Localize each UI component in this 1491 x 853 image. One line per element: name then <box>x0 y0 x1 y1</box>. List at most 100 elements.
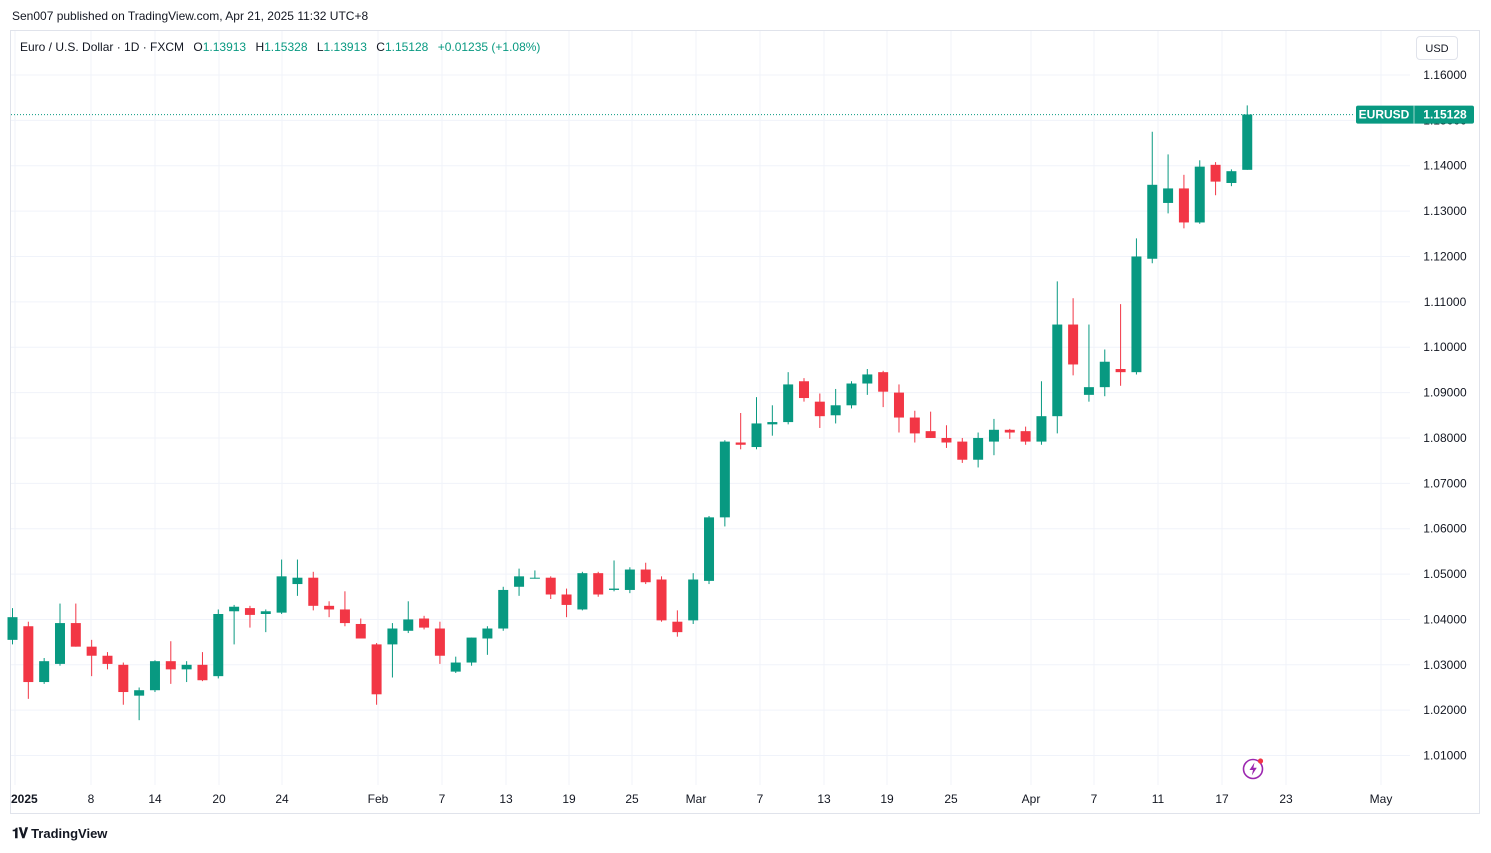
candle-body <box>624 569 635 590</box>
candle-body <box>86 646 97 656</box>
candle-body <box>988 429 999 442</box>
candle-up <box>577 571 588 611</box>
time-tick-label: 24 <box>275 792 289 806</box>
candle-body <box>1099 361 1110 388</box>
candle-up <box>387 623 398 678</box>
candle-down <box>1004 428 1015 439</box>
candle-up <box>213 609 224 679</box>
candle-down <box>941 425 952 448</box>
candle-down <box>23 621 34 699</box>
price-axis: 1.160001.150001.140001.130001.120001.110… <box>1423 68 1467 763</box>
candle-body <box>308 577 319 606</box>
time-tick-label: 7 <box>757 792 764 806</box>
candle-body <box>276 576 287 613</box>
candle-up <box>783 372 794 425</box>
candle-down <box>957 437 968 463</box>
candle-body <box>54 623 65 664</box>
candle-body <box>672 621 683 633</box>
candle-body <box>482 628 493 639</box>
candle-up <box>292 559 303 596</box>
candle-down <box>893 384 904 433</box>
candle-body <box>1194 166 1205 223</box>
candle-body <box>466 637 477 663</box>
candle-up <box>704 515 715 585</box>
candle-body <box>925 431 936 438</box>
candle-body <box>814 401 825 417</box>
candle-body <box>197 664 208 681</box>
candle-body <box>1083 387 1094 395</box>
candle-body <box>751 423 762 448</box>
candle-up <box>973 432 984 468</box>
candle-up <box>498 586 509 631</box>
candle-body <box>529 577 540 579</box>
candle-body <box>1147 184 1158 259</box>
time-tick-label: 2025 <box>11 792 38 806</box>
candle-up <box>39 658 50 684</box>
candle-up <box>862 368 873 395</box>
candle-down <box>799 378 809 402</box>
candle-down <box>102 652 113 670</box>
change-value: +0.01235 (+1.08%) <box>437 40 541 54</box>
candle-body <box>292 577 303 585</box>
high-value: 1.15328 <box>264 40 308 54</box>
candle-down <box>244 605 255 628</box>
candle-up <box>1163 154 1174 214</box>
price-tick-label: 1.03000 <box>1423 658 1467 672</box>
last-price-tag-box <box>1356 105 1474 124</box>
candle-body <box>799 381 809 399</box>
tradingview-logo[interactable]: 𝟏𝐕 TradingView <box>12 825 107 842</box>
candle-up <box>1052 281 1063 434</box>
candle-body <box>830 405 841 416</box>
candle-body <box>260 611 271 614</box>
candle-body <box>387 628 398 645</box>
lightning-icon[interactable] <box>1242 756 1266 780</box>
price-tick-label: 1.08000 <box>1423 431 1467 445</box>
candle-down <box>197 652 208 682</box>
candle-up <box>624 567 635 594</box>
candle-body <box>1004 429 1015 433</box>
price-tick-label: 1.02000 <box>1423 703 1467 717</box>
candle-down <box>1210 162 1221 196</box>
candle-up <box>403 601 414 634</box>
candle-up <box>1147 131 1158 264</box>
time-tick-label: 7 <box>1091 792 1098 806</box>
candle-up <box>1099 349 1110 397</box>
high-label: H <box>255 40 265 54</box>
time-tick-label: 17 <box>1215 792 1229 806</box>
candle-body <box>70 623 81 647</box>
candle-body <box>324 605 335 610</box>
brand-name: TradingView <box>31 826 108 841</box>
candle-up <box>609 560 620 592</box>
open-label: O <box>193 40 203 54</box>
last-price-tag: EURUSD 1.15128 <box>1356 105 1474 124</box>
candle-down <box>1020 426 1031 445</box>
currency-button[interactable]: USD <box>1416 36 1458 60</box>
candle-down <box>640 562 651 585</box>
candle-down <box>672 610 683 637</box>
candle-series <box>7 105 1253 721</box>
time-tick-label: Feb <box>368 792 389 806</box>
candle-body <box>561 594 572 605</box>
time-tick-label: 14 <box>148 792 162 806</box>
price-tick-label: 1.09000 <box>1423 386 1467 400</box>
candle-body <box>735 442 746 445</box>
candle-up <box>751 397 762 450</box>
candle-body <box>941 437 952 443</box>
candle-up <box>260 609 271 633</box>
price-tick-label: 1.10000 <box>1423 340 1467 354</box>
candle-down <box>70 603 81 647</box>
candle-body <box>719 441 730 518</box>
candle-body <box>213 613 224 677</box>
candle-down <box>561 588 572 618</box>
candle-body <box>149 661 160 691</box>
candle-down <box>1178 174 1189 229</box>
time-tick-label: 19 <box>562 792 576 806</box>
candle-body <box>783 384 794 423</box>
candle-up <box>450 656 461 673</box>
price-tick-label: 1.16000 <box>1423 68 1467 82</box>
candle-body <box>1131 256 1142 373</box>
candle-down <box>371 643 382 705</box>
candle-up <box>1083 324 1094 402</box>
low-value: 1.13913 <box>323 40 367 54</box>
